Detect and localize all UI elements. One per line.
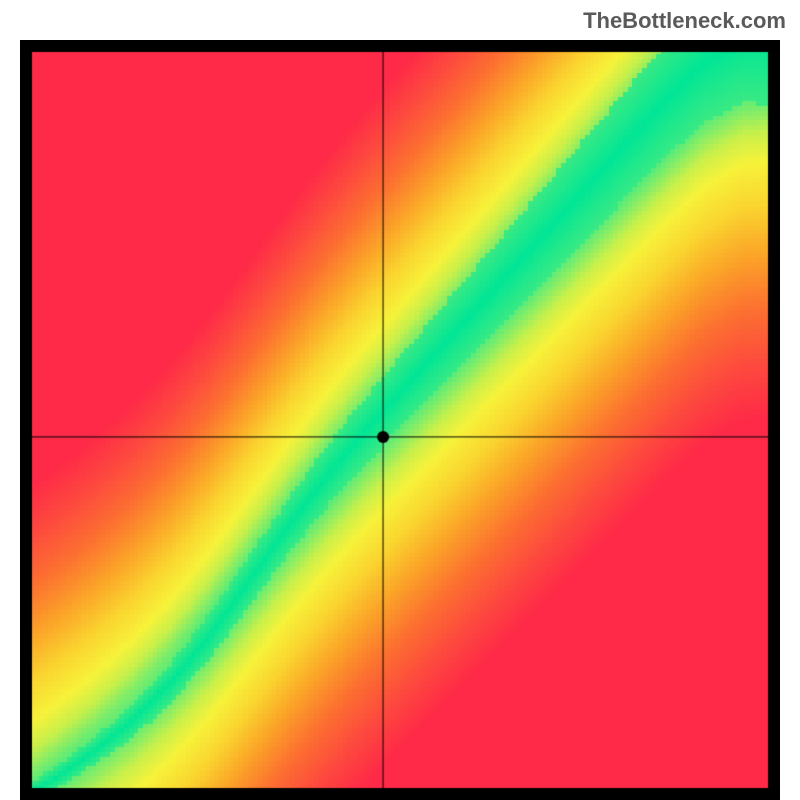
watermark-text: TheBottleneck.com: [583, 8, 786, 34]
chart-container: TheBottleneck.com: [0, 0, 800, 800]
heatmap-canvas: [20, 40, 780, 800]
